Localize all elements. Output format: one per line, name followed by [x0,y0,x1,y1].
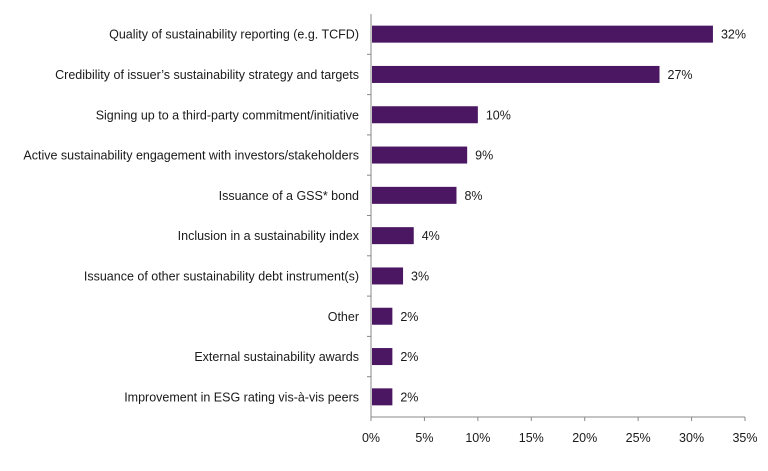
value-label: 2% [400,390,418,404]
bar [372,348,393,366]
value-label: 9% [475,149,493,163]
bar [372,186,457,204]
labels-layer: Quality of sustainability reporting (e.g… [23,28,757,445]
category-label: Issuance of a GSS* bond [219,189,359,203]
value-label: 3% [411,269,429,283]
bar [372,267,404,285]
bar [372,65,660,83]
value-label: 27% [668,68,693,82]
bar [372,25,713,43]
category-label: Quality of sustainability reporting (e.g… [109,28,359,42]
value-label: 10% [486,108,511,122]
axes-layer [367,14,746,421]
x-tick-label: 15% [519,431,544,445]
category-label: Improvement in ESG rating vis-à-vis peer… [124,390,359,404]
value-label: 2% [400,350,418,364]
category-label: Issuance of other sustainability debt in… [84,269,359,283]
category-label: Signing up to a third-party commitment/i… [96,108,359,122]
bar [372,106,478,124]
bars-layer [372,25,713,406]
bar [372,227,414,245]
x-tick-label: 30% [679,431,704,445]
bar [372,307,393,325]
category-label: Credibility of issuer’s sustainability s… [55,68,359,82]
value-label: 32% [721,28,746,42]
category-label: Other [328,310,359,324]
x-tick-label: 35% [732,431,757,445]
x-tick-label: 0% [362,431,380,445]
bar [372,388,393,406]
x-tick-label: 10% [465,431,490,445]
bar [372,146,468,164]
value-label: 2% [400,310,418,324]
x-tick-label: 25% [626,431,651,445]
category-label: Active sustainability engagement with in… [23,149,359,163]
value-label: 4% [422,229,440,243]
x-tick-label: 20% [572,431,597,445]
value-label: 8% [464,189,482,203]
x-tick-label: 5% [415,431,433,445]
category-label: Inclusion in a sustainability index [178,229,360,243]
category-label: External sustainability awards [194,350,359,364]
